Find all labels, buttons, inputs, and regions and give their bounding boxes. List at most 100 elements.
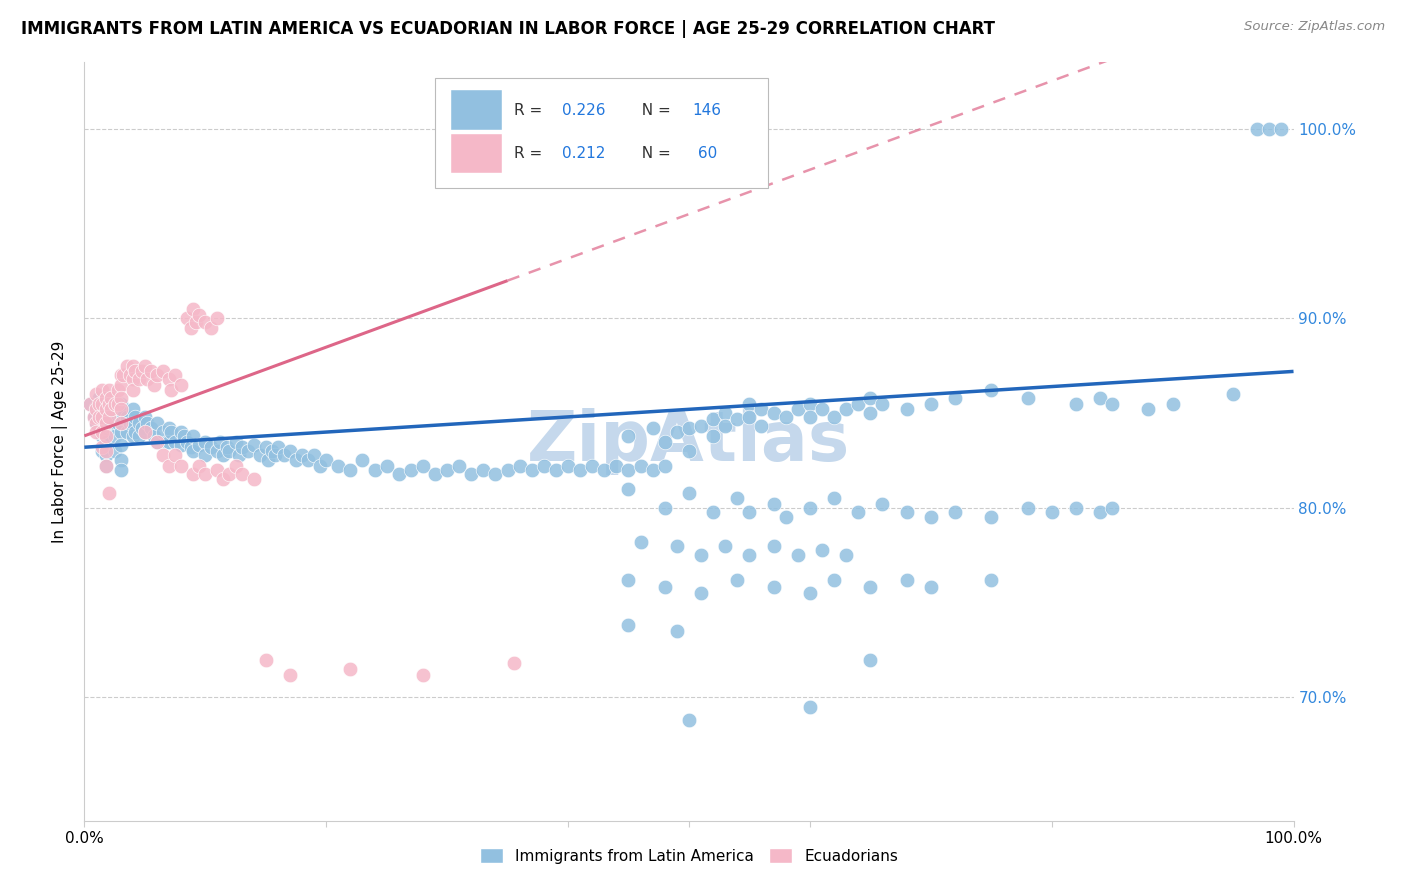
Point bbox=[97, 485, 120, 500]
Point bbox=[170, 459, 193, 474]
Point bbox=[980, 573, 1002, 587]
Text: R =: R = bbox=[513, 103, 547, 118]
Point bbox=[714, 539, 737, 553]
Point bbox=[124, 425, 146, 439]
Point bbox=[134, 425, 156, 439]
Point bbox=[180, 320, 202, 334]
Point bbox=[980, 384, 1002, 398]
Point bbox=[86, 425, 108, 439]
Point bbox=[128, 372, 150, 386]
Point bbox=[107, 384, 129, 398]
Point bbox=[181, 429, 204, 443]
Point bbox=[1101, 397, 1123, 411]
Point bbox=[920, 397, 942, 411]
Point bbox=[181, 301, 204, 316]
Point bbox=[896, 505, 918, 519]
Point bbox=[291, 448, 314, 462]
Point bbox=[725, 412, 748, 426]
Point bbox=[630, 459, 652, 474]
Point bbox=[110, 377, 132, 392]
Point bbox=[641, 421, 664, 435]
Point bbox=[859, 391, 882, 405]
Point bbox=[207, 311, 229, 326]
Point bbox=[97, 409, 120, 424]
Point bbox=[236, 444, 259, 458]
Point bbox=[980, 510, 1002, 524]
Point bbox=[165, 434, 187, 449]
Point bbox=[110, 409, 132, 424]
Point bbox=[557, 459, 579, 474]
Point bbox=[702, 505, 724, 519]
Point bbox=[100, 391, 122, 405]
Point bbox=[225, 434, 247, 449]
Point bbox=[212, 473, 235, 487]
Point bbox=[284, 453, 308, 467]
Point bbox=[762, 406, 785, 420]
Point bbox=[835, 548, 858, 563]
Point bbox=[775, 409, 797, 424]
Point bbox=[943, 505, 966, 519]
Point bbox=[87, 409, 110, 424]
Point bbox=[146, 416, 169, 430]
Point bbox=[273, 448, 295, 462]
Point bbox=[165, 368, 187, 383]
Point bbox=[215, 440, 238, 454]
Point bbox=[702, 429, 724, 443]
Point bbox=[188, 459, 211, 474]
Point bbox=[943, 391, 966, 405]
Point bbox=[173, 429, 195, 443]
Point bbox=[339, 463, 361, 477]
Point bbox=[143, 429, 166, 443]
Point bbox=[115, 359, 138, 373]
Point bbox=[194, 434, 217, 449]
Point bbox=[690, 548, 713, 563]
Point bbox=[120, 416, 142, 430]
Point bbox=[254, 652, 277, 666]
Point bbox=[181, 444, 204, 458]
Point bbox=[104, 444, 127, 458]
Text: R =: R = bbox=[513, 146, 547, 161]
Point bbox=[94, 409, 117, 424]
Point bbox=[242, 473, 264, 487]
Point bbox=[121, 372, 143, 386]
Point bbox=[207, 444, 229, 458]
Point bbox=[94, 391, 117, 405]
Point bbox=[502, 657, 524, 671]
Point bbox=[94, 416, 117, 430]
Point bbox=[86, 416, 108, 430]
Point bbox=[412, 667, 434, 681]
Point bbox=[112, 368, 135, 383]
Point bbox=[87, 397, 110, 411]
Text: Source: ZipAtlas.com: Source: ZipAtlas.com bbox=[1244, 20, 1385, 33]
Text: N =: N = bbox=[633, 146, 676, 161]
Point bbox=[86, 402, 108, 417]
Point bbox=[94, 434, 117, 449]
FancyBboxPatch shape bbox=[451, 134, 502, 173]
Point bbox=[152, 364, 174, 378]
Point bbox=[87, 391, 110, 405]
Point bbox=[738, 548, 761, 563]
Point bbox=[207, 463, 229, 477]
Point bbox=[423, 467, 446, 481]
Point bbox=[97, 406, 120, 420]
Point bbox=[110, 402, 132, 417]
Point bbox=[115, 425, 138, 439]
Point bbox=[104, 401, 127, 415]
Point bbox=[97, 419, 120, 434]
Point bbox=[496, 463, 519, 477]
Point bbox=[751, 402, 773, 417]
Point bbox=[678, 421, 700, 435]
Text: 0.212: 0.212 bbox=[562, 146, 606, 161]
Point bbox=[690, 586, 713, 600]
Point bbox=[1088, 505, 1111, 519]
Point bbox=[110, 425, 132, 439]
Point bbox=[200, 440, 222, 454]
Point bbox=[799, 586, 821, 600]
Point bbox=[436, 463, 458, 477]
Point bbox=[194, 467, 217, 481]
Point bbox=[107, 397, 129, 411]
Point bbox=[121, 402, 143, 417]
Point bbox=[315, 453, 337, 467]
Point bbox=[131, 421, 153, 435]
Point bbox=[725, 573, 748, 587]
